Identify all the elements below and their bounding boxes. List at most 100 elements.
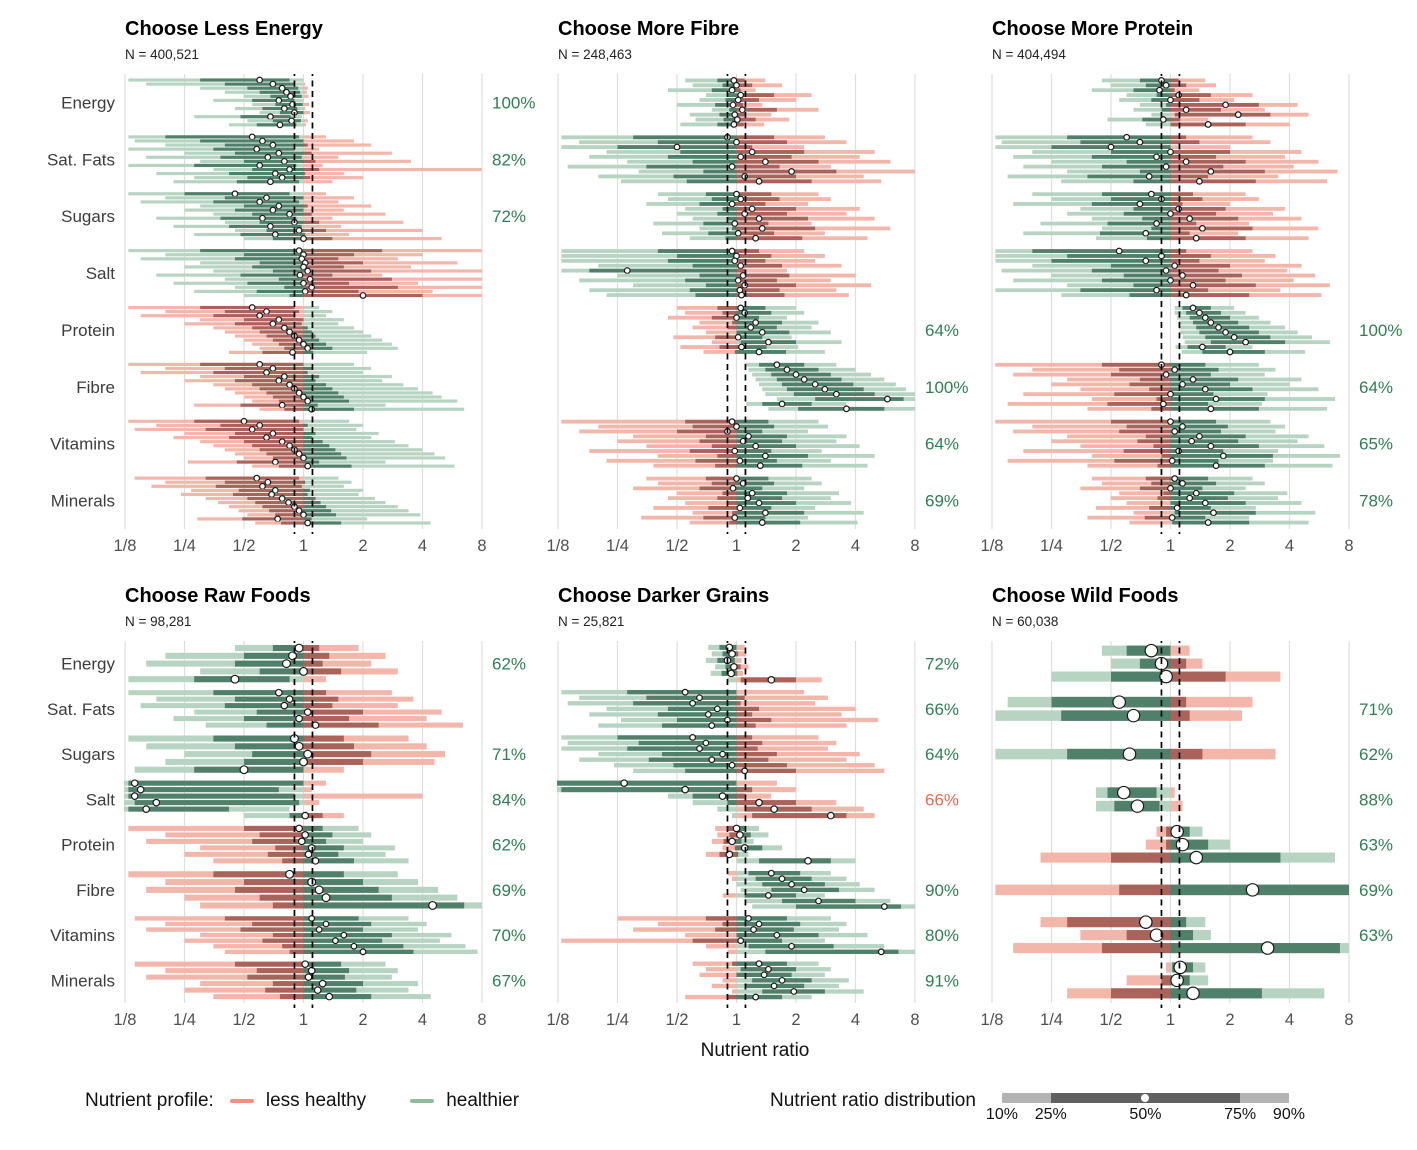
interval-bar-dark xyxy=(734,350,737,354)
interval-bar-dark xyxy=(1170,221,1197,226)
interval-bar-dark xyxy=(736,107,777,112)
median-dot xyxy=(269,430,277,437)
median-dot xyxy=(1182,291,1190,299)
median-dot xyxy=(275,149,283,157)
interval-bar-dark xyxy=(736,164,780,169)
median-dot xyxy=(731,447,739,455)
interval-bar-light xyxy=(620,179,737,184)
x-tick-label: 4 xyxy=(418,1011,427,1029)
interval-bar-light xyxy=(736,740,837,746)
median-dot xyxy=(736,504,744,512)
interval-bar-dark xyxy=(1170,449,1224,453)
interval-bar-dark xyxy=(1139,486,1171,491)
interval-bar-light xyxy=(303,444,409,448)
interval-bar-light xyxy=(1061,179,1171,184)
interval-bar-light xyxy=(303,488,363,492)
interval-bar-dark xyxy=(736,515,766,520)
interval-bar-light xyxy=(699,226,737,231)
interval-bar-dark xyxy=(234,151,304,155)
interval-bar-dark xyxy=(1170,372,1211,377)
interval-bar-dark xyxy=(686,179,737,184)
x-tick-label: 1/2 xyxy=(233,537,256,555)
interval-bar-light xyxy=(165,968,304,974)
interval-bar-dark xyxy=(736,249,760,253)
interval-bar-light xyxy=(727,949,737,954)
median-dot xyxy=(1170,973,1184,988)
interval-bar-dark xyxy=(267,851,304,857)
interval-bar-light xyxy=(736,424,828,429)
interval-bar-dark xyxy=(303,257,339,261)
interval-bar-light xyxy=(1170,192,1246,197)
interval-bar-light xyxy=(1170,83,1217,88)
interval-bar-light xyxy=(303,751,446,758)
median-dot xyxy=(1142,229,1150,237)
median-dot xyxy=(733,475,740,482)
quantile-label-10: 10% xyxy=(985,1106,1018,1123)
interval-bar-dark xyxy=(736,254,772,258)
interval-bar-light xyxy=(303,387,419,391)
median-dot xyxy=(702,739,710,747)
interval-bar-dark xyxy=(1170,458,1219,463)
interval-bar-dark xyxy=(303,159,316,163)
median-dot xyxy=(758,225,766,232)
interval-bar-dark xyxy=(736,463,803,468)
median-dot xyxy=(280,324,288,332)
interval-bar-light xyxy=(641,515,737,520)
interval-bar-dark xyxy=(165,135,300,139)
median-dot xyxy=(756,462,764,470)
x-tick-label: 1 xyxy=(1166,537,1175,555)
interval-bar-dark xyxy=(736,740,763,746)
interval-bar-dark xyxy=(1051,696,1171,708)
interval-bar-light xyxy=(736,150,875,154)
panel-title: Choose Wild Foods xyxy=(992,585,1179,607)
median-dot xyxy=(274,688,283,697)
interval-bar-dark xyxy=(252,838,304,844)
interval-bar-dark xyxy=(1091,202,1171,206)
interval-bar-dark xyxy=(1170,164,1224,169)
interval-bar-dark xyxy=(557,780,737,786)
interval-bar-dark xyxy=(303,743,354,750)
interval-bar-dark xyxy=(303,851,339,857)
interval-bar-dark xyxy=(1170,392,1214,397)
median-dot xyxy=(748,205,756,213)
interval-bar-dark xyxy=(244,159,304,163)
interval-bar-dark xyxy=(736,938,783,943)
interval-bar-light xyxy=(598,263,737,268)
median-dot xyxy=(300,279,307,287)
interval-bar-dark xyxy=(667,154,737,159)
median-dot xyxy=(770,982,778,990)
median-dot xyxy=(745,432,752,440)
category-label: Minerals xyxy=(51,971,115,990)
median-dot xyxy=(731,257,739,265)
interval-bar-dark xyxy=(303,902,465,909)
interval-bar-dark xyxy=(1170,988,1262,999)
interval-bar-light xyxy=(1023,449,1171,453)
median-dot xyxy=(1226,348,1234,356)
interval-bar-light xyxy=(244,293,304,298)
interval-bar-light xyxy=(633,768,737,773)
interval-bar-dark xyxy=(303,249,383,253)
median-dot xyxy=(764,965,772,973)
percent-improved-label: 66% xyxy=(925,790,959,809)
interval-bar-dark xyxy=(736,258,766,263)
interval-bar-dark xyxy=(303,709,363,715)
interval-bar-dark xyxy=(711,315,737,320)
interval-bar-dark xyxy=(627,746,737,751)
interval-bar-light xyxy=(736,231,825,236)
interval-bar-dark xyxy=(303,932,392,938)
interval-bar-dark xyxy=(238,488,304,492)
interval-bar-light xyxy=(617,916,737,921)
median-dot xyxy=(1189,376,1197,383)
interval-bar-light xyxy=(1080,486,1171,491)
interval-bar-light xyxy=(1067,169,1171,174)
interval-bar-dark xyxy=(736,520,801,525)
interval-bar-dark xyxy=(240,273,304,277)
interval-bar-light xyxy=(146,886,304,893)
interval-bar-dark xyxy=(695,458,737,463)
interval-bar-light xyxy=(156,696,304,702)
interval-bar-light xyxy=(1091,397,1171,401)
interval-bar-light xyxy=(722,845,737,851)
median-dot xyxy=(1222,101,1229,109)
median-dot xyxy=(734,229,742,237)
interval-bar-dark xyxy=(303,858,354,864)
